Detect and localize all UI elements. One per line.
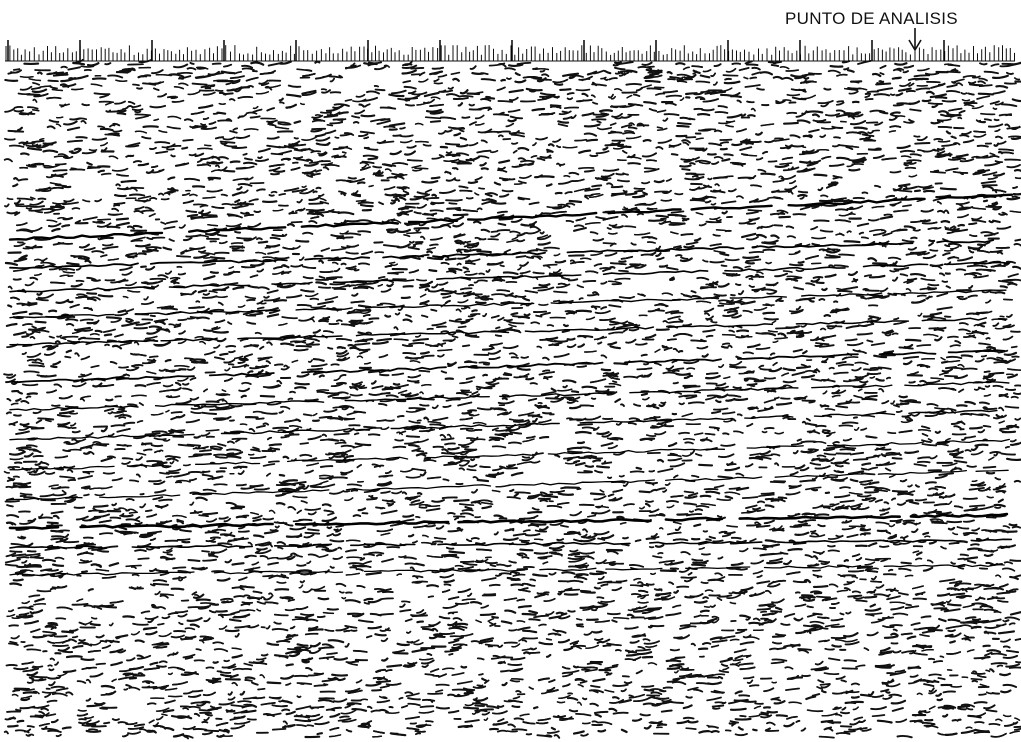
annotation-label: PUNTO DE ANALISIS [785, 9, 958, 28]
page: PUNTO DE ANALISIS (() => { const data = … [0, 0, 1021, 742]
seismic-section: PUNTO DE ANALISIS [0, 0, 1021, 742]
